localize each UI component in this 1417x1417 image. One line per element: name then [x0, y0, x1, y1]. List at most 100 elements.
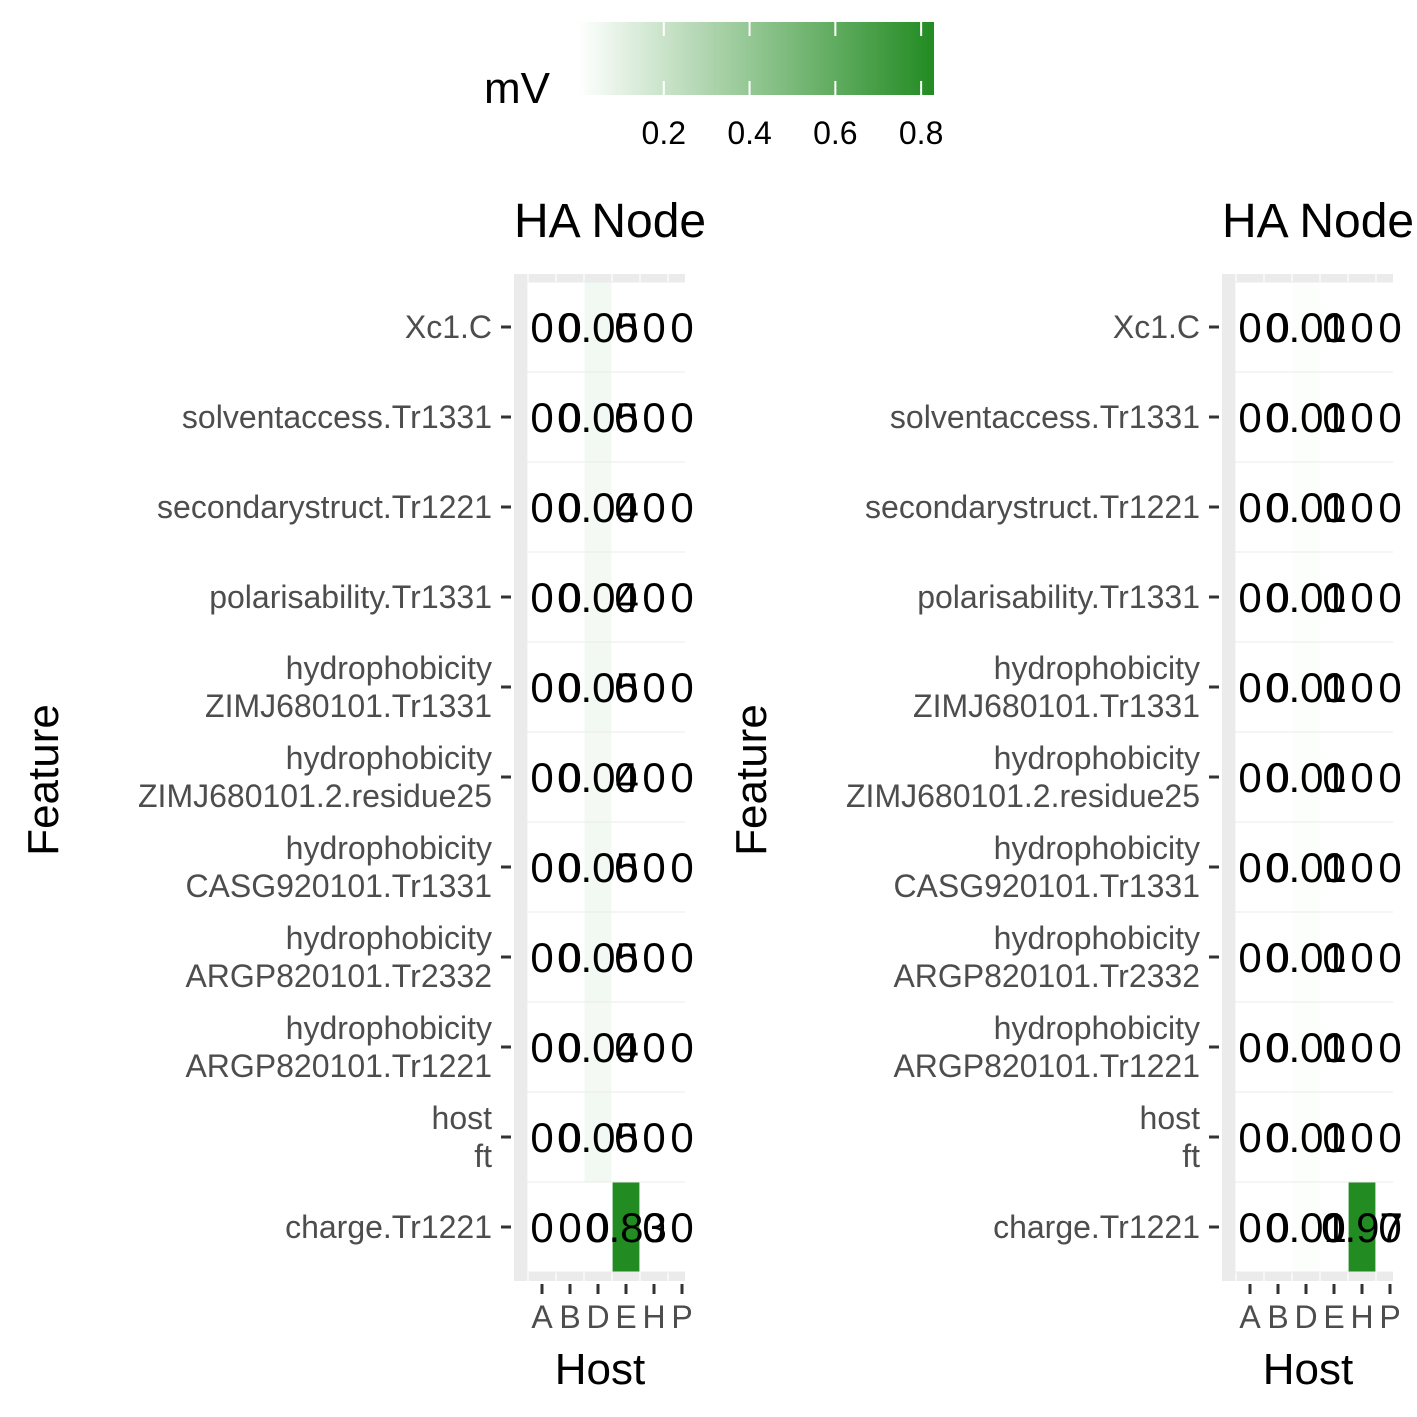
cell-value-label: 0: [1266, 1204, 1289, 1251]
heatmap-cell: [528, 912, 556, 1002]
x-tick-label: P: [1379, 1299, 1400, 1335]
cell-value-label: 0: [1238, 934, 1261, 981]
y-tick-label: solventaccess.Tr1331: [890, 399, 1200, 435]
cell-value-label: 0: [558, 844, 581, 891]
heatmap-cell: [1264, 1182, 1292, 1272]
cell-value-label: 0: [642, 1114, 665, 1161]
heatmap-panel-left: 0 00.050 0 00 00.050 0 00 00.040 0 00 00.040 0 00 00.…: [19, 195, 706, 1394]
y-tick-label: charge.Tr1221: [285, 1209, 492, 1245]
cell-value-label: 0: [1266, 1024, 1289, 1071]
heatmap-cell: [1376, 1092, 1404, 1182]
heatmap-cell: [584, 552, 612, 642]
heatmap-cell: [612, 642, 640, 732]
heatmap-cell: [528, 1092, 556, 1182]
heatmap-cell: [640, 1182, 668, 1272]
heatmap-cell: [668, 732, 696, 822]
heatmap-cell: [640, 1002, 668, 1092]
cell-value-label: 0: [1350, 484, 1373, 531]
x-tick-label: A: [531, 1299, 553, 1335]
y-tick-label: hydrophobicity ZIMJ680101.Tr1331: [913, 650, 1200, 724]
cell-value-label: 0: [530, 574, 553, 621]
heatmap-cell: [1348, 822, 1376, 912]
heatmap-cell: [584, 912, 612, 1002]
cell-value-label: 0: [614, 664, 637, 711]
heatmap-cell: [1292, 372, 1320, 462]
heatmap-cell: [528, 822, 556, 912]
cell-value-label: 0.04: [557, 1024, 639, 1071]
cell-value-label: 0: [1350, 664, 1373, 711]
legend-colorbar: [578, 22, 934, 95]
cell-value-label: 0: [642, 1204, 665, 1251]
cell-value-label: 0.05: [557, 394, 639, 441]
cell-value-label: 0: [1378, 1024, 1401, 1071]
cell-value-label: 0.01: [1265, 1024, 1347, 1071]
heatmap-cell: [528, 282, 556, 372]
cell-value-label: 0.01: [1265, 934, 1347, 981]
cell-value-label: 0.01: [1265, 394, 1347, 441]
cell-value-label: 0: [1378, 844, 1401, 891]
cell-value-label: 0: [670, 574, 693, 621]
heatmap-cell: [1320, 1002, 1348, 1092]
cell-value-label: 0: [530, 304, 553, 351]
heatmap-cell: [528, 1002, 556, 1092]
cell-value-label: 0: [1238, 1114, 1261, 1161]
cell-value-label: 0: [642, 754, 665, 801]
cell-value-label: 0: [1266, 844, 1289, 891]
heatmap-cell: [1264, 1092, 1292, 1182]
heatmap-cell: [1376, 732, 1404, 822]
cell-value-label: 0: [1238, 844, 1261, 891]
heatmap-cell: [556, 282, 584, 372]
cell-value-label: 0.05: [557, 934, 639, 981]
cell-value-label: 0: [670, 844, 693, 891]
heatmap-cell: [1264, 912, 1292, 1002]
heatmap-cell: [1348, 1182, 1376, 1272]
cell-value-label: 0: [614, 844, 637, 891]
heatmap-cell: [1292, 912, 1320, 1002]
heatmap-cell: [1376, 642, 1404, 732]
cell-value-label: 0: [642, 394, 665, 441]
cell-value-label: 0: [530, 664, 553, 711]
heatmap-cell: [1264, 372, 1292, 462]
heatmap-cell: [1320, 372, 1348, 462]
cell-value-label: 0: [558, 664, 581, 711]
y-tick-label: secondarystruct.Tr1221: [157, 489, 492, 525]
heatmap-cell: [1236, 822, 1264, 912]
heatmap-cell: [1292, 282, 1320, 372]
heatmap-cell: [1292, 1182, 1320, 1272]
cell-value-label: 0: [1322, 394, 1345, 441]
heatmap-cell: [1292, 732, 1320, 822]
heatmap-cell: [1348, 1002, 1376, 1092]
cell-value-label: 0.01: [1265, 574, 1347, 621]
heatmap-cell: [640, 822, 668, 912]
cell-value-label: 0.05: [557, 1114, 639, 1161]
heatmap-cell: [1264, 642, 1292, 732]
cell-value-label: 0: [614, 1024, 637, 1071]
heatmap-cell: [1348, 912, 1376, 1002]
cell-value-label: 0: [1378, 1204, 1401, 1251]
heatmap-cell: [584, 642, 612, 732]
heatmap-cell: [1348, 372, 1376, 462]
x-tick-label: P: [671, 1299, 692, 1335]
cell-value-label: 0.01: [1265, 844, 1347, 891]
heatmap-cell: [640, 462, 668, 552]
y-tick-label: hydrophobicity ZIMJ680101.2.residue25: [138, 740, 492, 814]
y-tick-label: hydrophobicity ARGP820101.Tr2332: [893, 920, 1200, 994]
cell-value-label: 0: [1378, 394, 1401, 441]
y-tick-label: host ft: [1140, 1100, 1201, 1174]
heatmap-cell: [612, 552, 640, 642]
heatmap-cell: [612, 1182, 640, 1272]
y-tick-label: Xc1.C: [1113, 309, 1200, 345]
y-tick-label: hydrophobicity ARGP820101.Tr2332: [185, 920, 492, 994]
heatmap-cell: [1320, 462, 1348, 552]
heatmap-cell: [1348, 282, 1376, 372]
cell-value-label: 0.01: [1265, 484, 1347, 531]
cell-value-label: 0: [1350, 304, 1373, 351]
heatmap-cell: [668, 462, 696, 552]
heatmap-cell: [1376, 462, 1404, 552]
cell-value-label: 0.05: [557, 844, 639, 891]
heatmap-panel-right: 0 00.010 0 00 00.010 0 00 00.010 0 00 00.010 0 00 00.…: [727, 195, 1414, 1394]
x-tick-label: H: [1350, 1299, 1373, 1335]
heatmap-cell: [556, 642, 584, 732]
cell-value-label: 0: [1238, 394, 1261, 441]
heatmap-cell: [1320, 822, 1348, 912]
